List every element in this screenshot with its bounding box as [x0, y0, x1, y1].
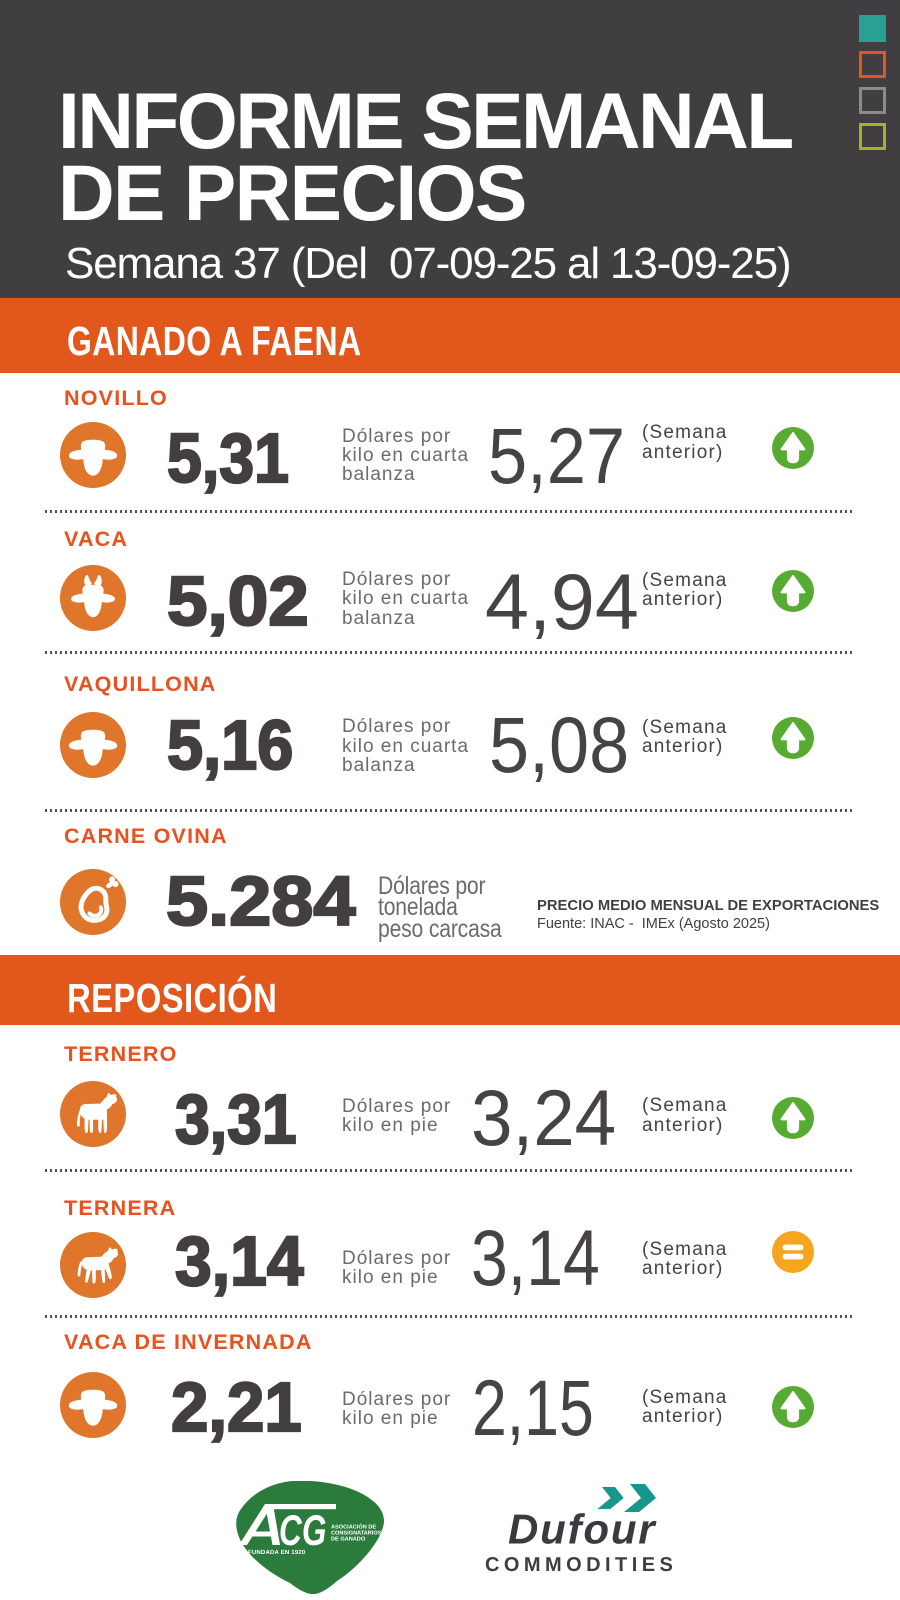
svg-text:DE GANADO: DE GANADO	[331, 1537, 366, 1543]
svg-text:FUNDADA EN 1920: FUNDADA EN 1920	[248, 1549, 306, 1556]
svg-text:Dufour: Dufour	[508, 1506, 657, 1553]
svg-text:COMMODITIES: COMMODITIES	[485, 1554, 677, 1576]
svg-text:ASOCIACIÓN DE: ASOCIACIÓN DE	[331, 1523, 376, 1530]
svg-text:CG: CG	[279, 1507, 327, 1555]
svg-text:CONSIGNATARIOS: CONSIGNATARIOS	[331, 1530, 382, 1536]
